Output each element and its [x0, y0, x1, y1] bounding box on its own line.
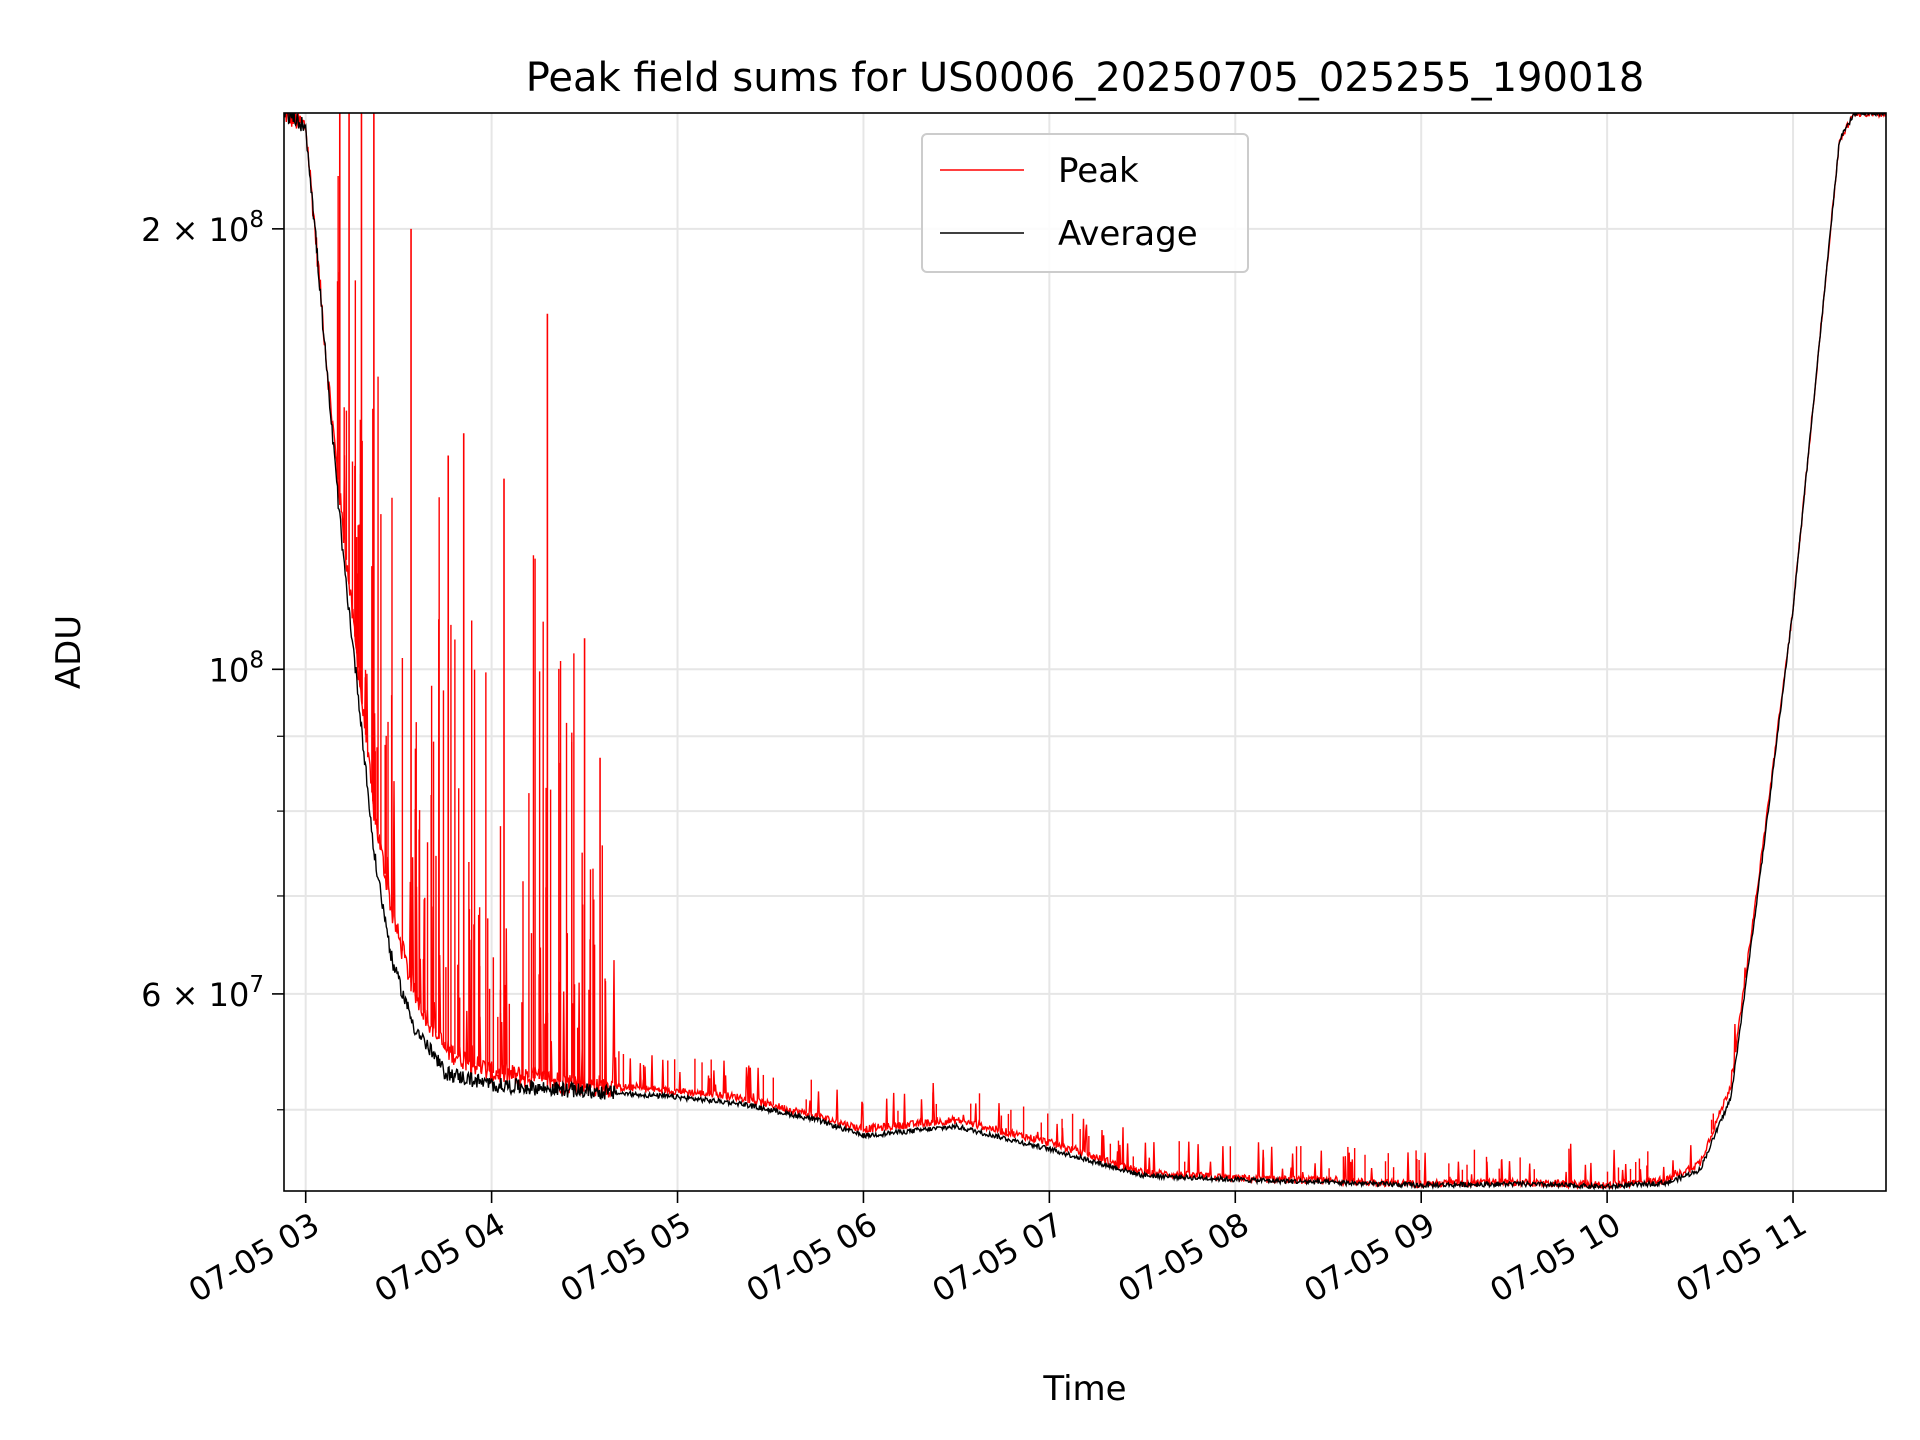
y-tick-label: 108	[209, 647, 264, 689]
plot-area	[284, 113, 1886, 1191]
legend: Peak Average	[921, 133, 1249, 273]
y-axis-label: ADU	[49, 615, 89, 689]
chart-title: Peak field sums for US0006_20250705_0252…	[526, 55, 1645, 101]
axes-frame	[283, 112, 1887, 1192]
legend-label-average: Average	[1058, 214, 1198, 254]
legend-label-peak: Peak	[1058, 151, 1139, 191]
series-line-average	[284, 113, 1886, 1191]
legend-box	[921, 133, 1249, 273]
y-tick-label: 6 × 107	[141, 972, 264, 1014]
y-tick-label: 2 × 108	[141, 207, 264, 249]
x-axis-label: Time	[1042, 1369, 1126, 1409]
